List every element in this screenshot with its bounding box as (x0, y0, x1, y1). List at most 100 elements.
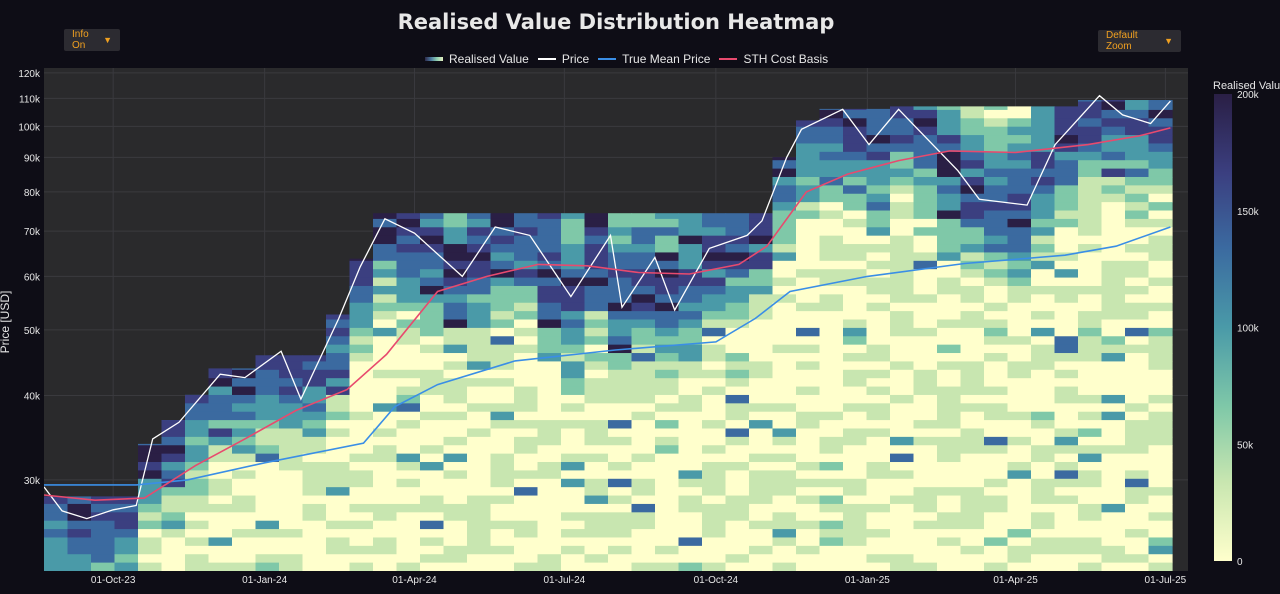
heatmap-cell (1148, 445, 1173, 455)
heatmap-cell (584, 562, 609, 571)
heatmap-cell (1054, 420, 1079, 430)
heatmap-cell (1078, 244, 1103, 254)
heatmap-cell (937, 420, 962, 430)
heatmap-cell (514, 470, 539, 480)
heatmap-cell (1007, 344, 1032, 354)
heatmap-cell (584, 453, 609, 463)
heatmap-cell (514, 302, 539, 312)
heatmap-cell (772, 529, 797, 539)
heatmap-cell (1054, 495, 1079, 505)
info-toggle-dropdown[interactable]: Info On ▼ (64, 29, 120, 51)
heatmap-cell (396, 235, 421, 245)
heatmap-cell (843, 529, 868, 539)
legend-item-realised-value[interactable]: Realised Value (425, 52, 529, 66)
heatmap-cell (984, 378, 1009, 388)
heatmap-cell (1007, 545, 1032, 555)
y-tick-label: 100k (18, 122, 41, 133)
heatmap-cell (1054, 554, 1079, 564)
heatmap-cell (1101, 336, 1126, 346)
heatmap-cell (490, 244, 515, 254)
heatmap-cell (1007, 227, 1032, 237)
heatmap-cell (490, 285, 515, 295)
heatmap-cell (631, 294, 656, 304)
heatmap-cell (702, 252, 727, 262)
heatmap-cell (866, 478, 891, 488)
heatmap-cell (960, 176, 985, 186)
heatmap-cell (937, 327, 962, 337)
heatmap-cell (960, 302, 985, 312)
heatmap-cell (467, 453, 492, 463)
heatmap-cell (631, 369, 656, 379)
heatmap-cell (725, 311, 750, 321)
heatmap-cell (1031, 277, 1056, 287)
heatmap-cell (937, 353, 962, 363)
heatmap-cell (396, 520, 421, 530)
heatmap-cell (1101, 202, 1126, 212)
info-dropdown-label: Info On (72, 29, 89, 51)
heatmap-cell (749, 344, 774, 354)
heatmap-cell (1078, 411, 1103, 421)
heatmap-cell (114, 496, 139, 506)
heatmap-cell (561, 252, 586, 262)
heatmap-cell (843, 244, 868, 254)
heatmap-cell (279, 545, 304, 555)
heatmap-cell (890, 126, 915, 136)
heatmap-cell (1007, 327, 1032, 337)
heatmap-cell (1148, 545, 1173, 555)
heatmap-cell (890, 369, 915, 379)
heatmap-cell (138, 453, 163, 463)
heatmap-cell (725, 394, 750, 404)
heatmap-cell (725, 269, 750, 279)
heatmap-cell (208, 478, 233, 488)
heatmap-cell (913, 470, 938, 480)
heatmap-cell (561, 520, 586, 530)
heatmap-cell (1148, 135, 1173, 145)
heatmap-cell (161, 445, 186, 455)
heatmap-cell (772, 353, 797, 363)
heatmap-cell (984, 537, 1009, 547)
heatmap-cell (937, 294, 962, 304)
heatmap-cell (208, 537, 233, 547)
heatmap-cell (326, 336, 351, 346)
heatmap-cell (349, 445, 374, 455)
heatmap-cell (678, 562, 703, 571)
heatmap-cell (890, 512, 915, 522)
heatmap-cell (326, 428, 351, 438)
heatmap-cell (608, 218, 633, 228)
heatmap-cell (984, 503, 1009, 513)
legend-item-sth-cost-basis[interactable]: STH Cost Basis (719, 52, 828, 66)
heatmap-cell (702, 294, 727, 304)
legend-item-true-mean-price[interactable]: True Mean Price (598, 52, 710, 66)
heatmap-cell (655, 378, 680, 388)
heatmap-cell (185, 445, 210, 455)
heatmap-cell (960, 394, 985, 404)
heatmap-cell (678, 344, 703, 354)
heatmap-cell (208, 554, 233, 564)
legend-item-price[interactable]: Price (537, 52, 589, 66)
heatmap-cell (1007, 361, 1032, 371)
heatmap-cell (1031, 462, 1056, 471)
zoom-dropdown[interactable]: Default Zoom ▼ (1098, 30, 1181, 52)
heatmap-cell (232, 487, 257, 497)
heatmap-cell (913, 520, 938, 530)
heatmap-cell (937, 344, 962, 354)
heatmap-cell (913, 453, 938, 463)
heatmap-cell (396, 378, 421, 388)
heatmap-cell (678, 411, 703, 421)
heatmap-cell (937, 193, 962, 203)
heatmap-cell (796, 135, 821, 145)
heatmap-cell (913, 126, 938, 136)
heatmap-cell (1125, 202, 1150, 212)
heatmap-cell (537, 213, 562, 223)
heatmap-cell (467, 378, 492, 388)
heatmap-cell (1078, 369, 1103, 379)
heatmap-cell (537, 386, 562, 396)
legend-label: True Mean Price (622, 52, 711, 66)
heatmap-cell (702, 369, 727, 379)
heatmap-cell (960, 420, 985, 430)
heatmap-cell (279, 420, 304, 430)
heatmap-cell (631, 277, 656, 287)
heatmap-cell (749, 403, 774, 413)
heatmap-cell (608, 369, 633, 379)
heatmap-cell (138, 537, 163, 547)
